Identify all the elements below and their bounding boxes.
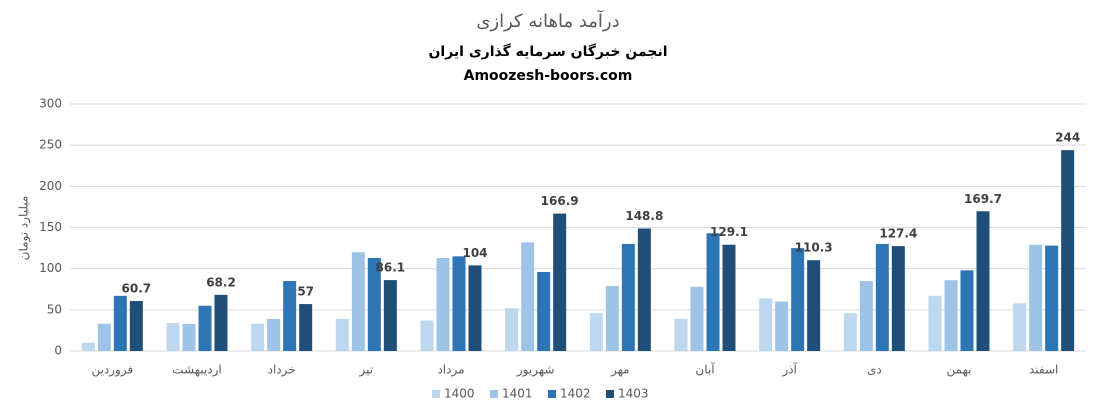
y-tick-label: 300 <box>39 97 62 111</box>
bar <box>97 323 111 351</box>
bar <box>537 271 551 351</box>
legend-swatch <box>432 390 440 398</box>
bar <box>1045 245 1059 351</box>
bar <box>452 256 466 351</box>
data-label: 169.7 <box>964 192 1002 206</box>
bar <box>505 308 519 351</box>
x-tick-label: مهر <box>610 363 630 378</box>
y-tick-label: 200 <box>39 179 62 193</box>
y-tick-label: 100 <box>39 261 62 275</box>
legend-label: 1403 <box>618 387 649 401</box>
bar <box>468 265 482 351</box>
legend-swatch <box>606 390 614 398</box>
chart-subtitle: انجمن خبرگان سرمایه گذاری ایران <box>428 43 667 60</box>
bar <box>436 257 450 351</box>
bar <box>690 286 704 351</box>
y-tick-label: 0 <box>54 344 62 358</box>
bar <box>351 252 365 351</box>
bar <box>589 313 603 351</box>
legend-label: 1400 <box>444 387 475 401</box>
data-label: 129.1 <box>710 225 748 239</box>
x-tick-label: خرداد <box>268 363 296 378</box>
x-tick-label: تیر <box>359 363 374 378</box>
legend-label: 1402 <box>560 387 591 401</box>
chart-title: درآمد ماهانه کرازی <box>476 9 619 32</box>
bar <box>81 342 95 351</box>
bar <box>891 246 905 351</box>
bar <box>928 295 942 351</box>
bar <box>960 270 974 351</box>
bar <box>251 323 265 351</box>
bar <box>674 318 688 351</box>
bar <box>198 305 212 351</box>
data-label: 104 <box>462 246 487 260</box>
bar <box>166 323 180 351</box>
data-label: 127.4 <box>879 227 917 241</box>
bar <box>182 323 196 351</box>
chart-source: Amoozesh-boors.com <box>464 68 633 84</box>
bar <box>875 243 889 351</box>
bar <box>843 313 857 351</box>
x-tick-label: اردیبهشت <box>172 363 221 378</box>
data-label: 57 <box>297 285 314 299</box>
bar <box>775 301 789 351</box>
bar <box>420 320 434 351</box>
x-tick-label: اسفند <box>1029 363 1058 377</box>
bar <box>553 213 567 351</box>
bar <box>722 244 736 351</box>
data-label: 110.3 <box>795 241 833 255</box>
bar <box>759 298 773 351</box>
bar <box>214 294 228 351</box>
y-tick-label: 150 <box>39 220 62 234</box>
bar <box>113 295 127 351</box>
y-tick-label: 50 <box>47 302 62 316</box>
bar <box>859 281 873 351</box>
bar <box>621 243 635 351</box>
bar <box>267 318 281 351</box>
bar <box>807 260 821 351</box>
bar <box>367 257 381 351</box>
bar <box>706 233 720 351</box>
y-tick-label: 250 <box>39 138 62 152</box>
data-label: 68.2 <box>206 275 236 289</box>
bar <box>283 281 297 351</box>
bar <box>335 318 349 351</box>
x-tick-label: فروردین <box>91 363 133 378</box>
x-tick-label: مرداد <box>437 363 464 378</box>
data-label: 166.9 <box>541 194 579 208</box>
bar <box>605 285 619 351</box>
x-tick-label: دی <box>867 363 882 377</box>
x-tick-label: آبان <box>695 362 715 377</box>
bar <box>129 301 143 351</box>
bar <box>637 228 651 351</box>
bar <box>791 248 805 351</box>
data-label: 244 <box>1055 131 1080 145</box>
y-axis-label: میلیارد تومان <box>17 196 32 261</box>
legend-swatch <box>490 390 498 398</box>
x-tick-label: شهریور <box>516 363 555 378</box>
bar <box>383 280 397 351</box>
bar <box>521 242 535 351</box>
bar <box>1029 244 1043 351</box>
x-tick-label: بهمن <box>947 363 972 378</box>
data-label: 60.7 <box>122 282 152 296</box>
legend-swatch <box>548 390 556 398</box>
legend-label: 1401 <box>502 387 533 401</box>
bar <box>299 304 313 351</box>
data-label: 86.1 <box>376 261 406 275</box>
x-tick-label: آذر <box>781 362 797 378</box>
data-label: 148.8 <box>625 209 663 223</box>
bar <box>944 280 958 351</box>
bar <box>1013 303 1027 351</box>
bar <box>1061 150 1075 351</box>
bar <box>976 211 990 351</box>
